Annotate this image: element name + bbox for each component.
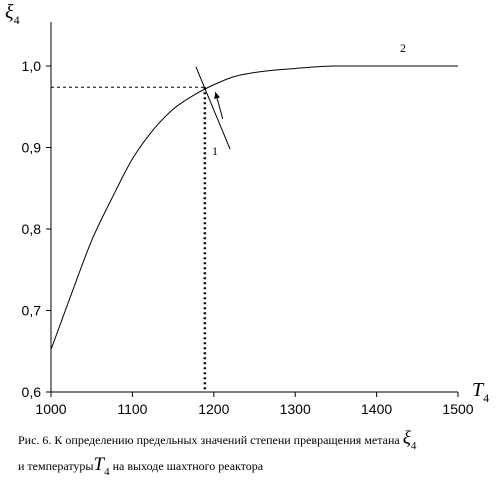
x-tick-label: 1000 xyxy=(35,401,66,417)
figure-caption-line-1: Рис. 6. К определению предельных значени… xyxy=(18,429,416,453)
curve-label-1: 1 xyxy=(212,144,218,158)
tick-marks xyxy=(46,65,459,397)
caption-text-2b: на выходе шахтного реактора xyxy=(112,459,264,473)
curve-2-line xyxy=(50,65,458,350)
y-tick-label: 0,9 xyxy=(22,140,42,156)
caption-symbol-t: T4 xyxy=(93,454,110,478)
x-axis-title: T4 xyxy=(472,379,489,405)
caption-text-2a: и температуры xyxy=(18,459,94,473)
curve-label-2: 2 xyxy=(400,41,406,55)
caption-text-1: Рис. 6. К определению предельных значени… xyxy=(18,433,400,447)
x-tick-label: 1100 xyxy=(117,401,147,417)
x-tick-label: 1300 xyxy=(280,401,311,417)
y-tick-label: 0,8 xyxy=(22,221,42,237)
caption-symbol-xi: ξ4 xyxy=(402,428,417,452)
x-tick-label: 1400 xyxy=(361,401,392,417)
line-1 xyxy=(195,66,231,150)
tick-labels: 1000 1100 1200 1300 1400 1500 0,6 0,7 0,8 0,9 1,0 xyxy=(22,58,474,417)
guide-lines xyxy=(51,86,207,392)
series-lines xyxy=(50,65,458,350)
y-tick-label: 0,6 xyxy=(22,384,42,400)
arrow-head xyxy=(214,92,221,99)
y-axis-title: ξ4 xyxy=(5,1,20,27)
figure-caption-line-2: и температурыT4 на выходе шахтного реакт… xyxy=(18,455,264,479)
chart: 1000 1100 1200 1300 1400 15000,60,70,80,91,0 … xyxy=(5,1,489,417)
y-tick-label: 0,7 xyxy=(22,303,42,319)
y-tick-label: 1,0 xyxy=(22,58,42,74)
x-tick-label: 1500 xyxy=(442,401,473,417)
x-tick-label: 1200 xyxy=(198,401,229,417)
